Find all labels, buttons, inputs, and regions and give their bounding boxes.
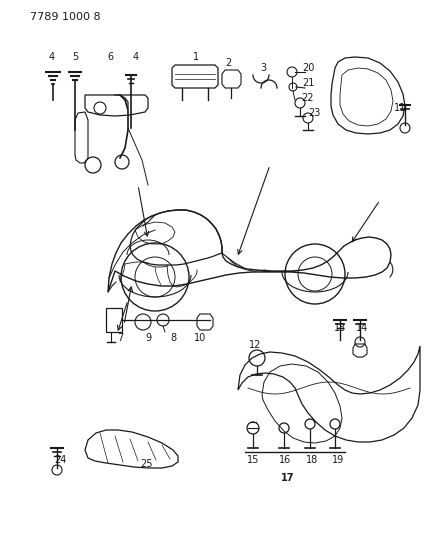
Text: 18: 18 bbox=[306, 455, 318, 465]
Text: 5: 5 bbox=[72, 52, 78, 62]
Text: 25: 25 bbox=[141, 459, 153, 469]
Text: 20: 20 bbox=[302, 63, 314, 73]
Text: 24: 24 bbox=[54, 455, 66, 465]
Text: 21: 21 bbox=[302, 78, 314, 88]
Text: 8: 8 bbox=[170, 333, 176, 343]
Text: 2: 2 bbox=[225, 58, 231, 68]
Text: 11: 11 bbox=[394, 103, 406, 113]
Text: 13: 13 bbox=[334, 323, 346, 333]
Text: 15: 15 bbox=[247, 455, 259, 465]
Text: 16: 16 bbox=[279, 455, 291, 465]
Text: 7789 1000 8: 7789 1000 8 bbox=[30, 12, 101, 22]
Text: 14: 14 bbox=[356, 323, 368, 333]
Text: 22: 22 bbox=[302, 93, 314, 103]
Text: 12: 12 bbox=[249, 340, 261, 350]
Text: 1: 1 bbox=[193, 52, 199, 62]
Text: 23: 23 bbox=[308, 108, 320, 118]
Text: 9: 9 bbox=[145, 333, 151, 343]
Text: 17: 17 bbox=[281, 473, 295, 483]
Text: 6: 6 bbox=[107, 52, 113, 62]
Text: 3: 3 bbox=[260, 63, 266, 73]
Text: 10: 10 bbox=[194, 333, 206, 343]
Text: 4: 4 bbox=[133, 52, 139, 62]
Text: 7: 7 bbox=[117, 333, 123, 343]
Text: 4: 4 bbox=[49, 52, 55, 62]
Text: 19: 19 bbox=[332, 455, 344, 465]
